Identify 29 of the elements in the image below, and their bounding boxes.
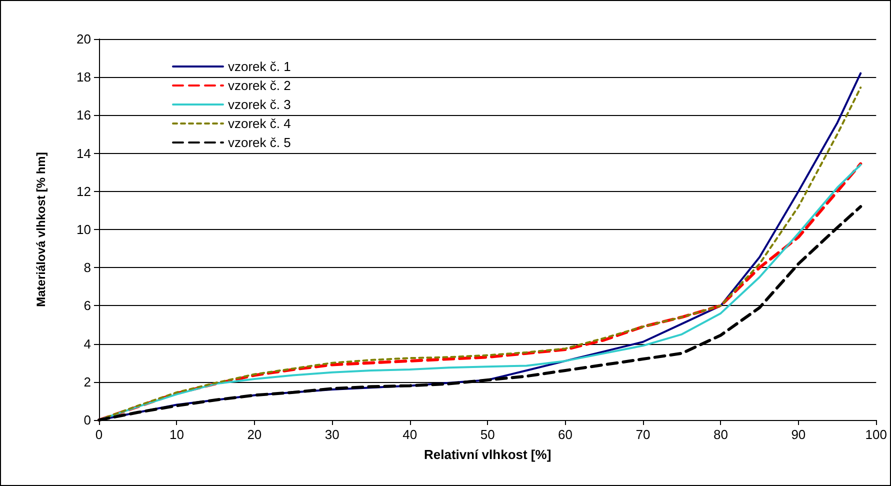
y-tick-label: 20 xyxy=(76,32,91,46)
y-tick-label: 8 xyxy=(84,260,91,276)
x-tick-label: 90 xyxy=(791,427,806,442)
x-tick-label: 10 xyxy=(169,427,184,442)
y-tick-label: 10 xyxy=(76,222,91,237)
legend-label: vzorek č. 1 xyxy=(228,59,291,74)
y-tick-label: 6 xyxy=(84,298,91,314)
y-tick-label: 12 xyxy=(76,184,91,199)
legend-label: vzorek č. 2 xyxy=(228,78,291,93)
y-tick-label: 2 xyxy=(84,374,91,390)
x-tick-label: 100 xyxy=(865,427,888,442)
y-tick-label: 18 xyxy=(76,70,91,85)
y-axis-title: Materiálová vlhkost [% hm] xyxy=(34,152,48,307)
y-tick-label: 14 xyxy=(76,146,91,161)
legend-label: vzorek č. 4 xyxy=(228,116,291,131)
x-axis-title: Relativní vlhkost [%] xyxy=(424,447,552,462)
x-tick-label: 50 xyxy=(480,427,495,442)
x-tick-label: 30 xyxy=(324,427,340,442)
y-tick-label: 16 xyxy=(76,108,91,123)
x-tick-label: 20 xyxy=(247,427,262,442)
x-tick-label: 70 xyxy=(636,427,650,442)
y-tick-label: 0 xyxy=(84,412,91,428)
x-tick-label: 40 xyxy=(402,427,418,442)
x-tick-label: 60 xyxy=(558,427,573,442)
legend-label: vzorek č. 3 xyxy=(228,97,291,112)
legend-label: vzorek č. 5 xyxy=(228,135,291,150)
x-tick-label: 80 xyxy=(713,427,728,442)
x-tick-label: 0 xyxy=(95,427,103,442)
y-tick-label: 4 xyxy=(84,336,91,352)
